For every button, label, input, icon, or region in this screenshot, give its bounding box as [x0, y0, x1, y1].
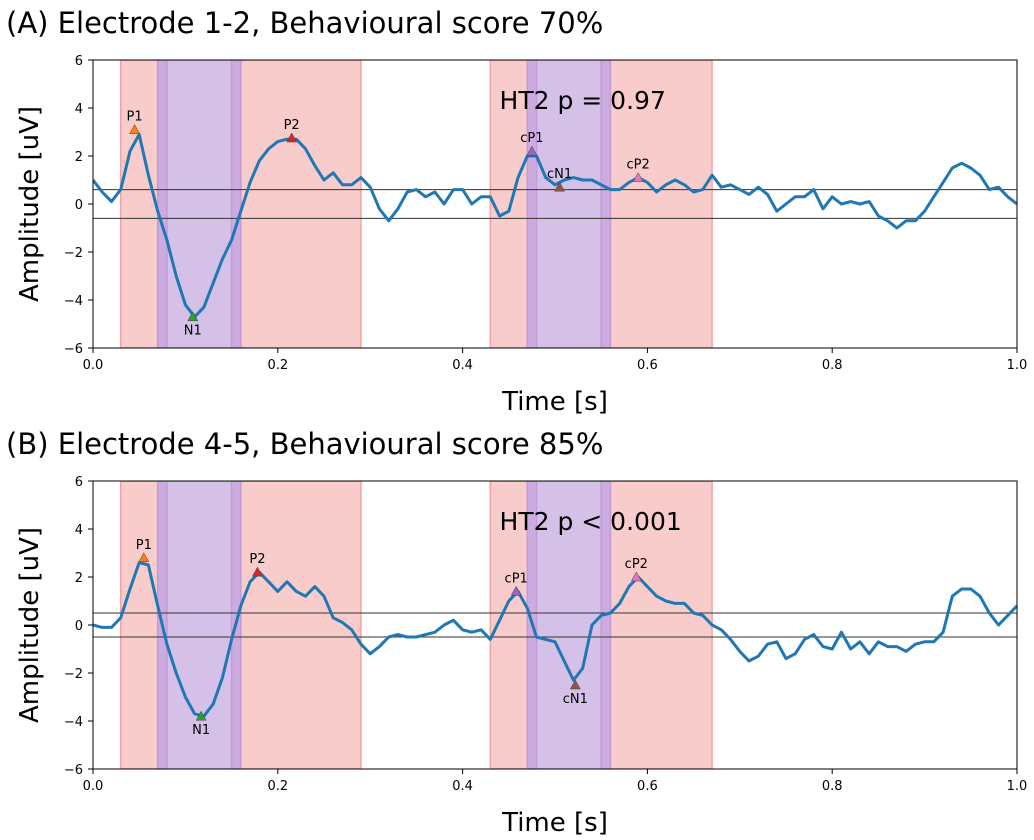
peak-label: P2	[284, 118, 300, 133]
peak-marker	[187, 311, 199, 322]
y-tick-label: 6	[75, 54, 83, 69]
peak-label: cP1	[520, 131, 543, 146]
signal-line	[93, 561, 1017, 718]
peak-marker	[632, 172, 644, 182]
peak-label: cN1	[547, 167, 572, 182]
y-tick-label: 2	[75, 571, 83, 586]
peak-marker	[510, 585, 522, 596]
x-tick-label: 1.0	[1007, 779, 1028, 794]
chart-title: (A) Electrode 1-2, Behavioural score 70%	[6, 6, 603, 40]
x-tick-label: 0.8	[822, 779, 843, 794]
chart-title: (B) Electrode 4-5, Behavioural score 85%	[6, 427, 603, 461]
y-tick-label: −4	[64, 294, 83, 309]
y-tick-label: −6	[64, 763, 83, 778]
peak-marker	[138, 552, 150, 563]
x-tick-label: 1.0	[1007, 358, 1028, 373]
x-tick-label: 0.0	[83, 358, 104, 373]
peak-marker	[526, 145, 538, 156]
y-axis-label: Amplitude [uV]	[15, 527, 45, 723]
y-axis-label: Amplitude [uV]	[15, 106, 45, 302]
peak-marker	[569, 679, 581, 690]
peak-label: N1	[192, 723, 210, 738]
x-tick-label: 0.6	[637, 358, 658, 373]
y-tick-label: 6	[75, 475, 83, 490]
peak-label: cP2	[625, 557, 648, 572]
x-tick-label: 0.0	[83, 779, 104, 794]
x-tick-label: 0.2	[267, 779, 288, 794]
span	[156, 60, 168, 348]
x-tick-label: 0.4	[452, 358, 473, 373]
peak-label: cP2	[627, 158, 650, 173]
peak-marker	[195, 710, 207, 721]
x-tick-label: 0.2	[267, 358, 288, 373]
y-tick-label: 0	[75, 198, 83, 213]
peak-label: cN1	[563, 692, 588, 707]
x-axis-label: Time [s]	[501, 387, 608, 417]
peak-marker	[129, 124, 141, 134]
plot-area	[93, 60, 1017, 348]
annotation: HT2 p < 0.001	[500, 507, 682, 536]
y-tick-label: −2	[64, 246, 83, 261]
peak-marker	[554, 181, 566, 192]
peak-marker	[286, 132, 298, 143]
y-tick-label: 2	[75, 150, 83, 165]
panel: (A) Electrode 1-2, Behavioural score 70%…	[6, 6, 1027, 417]
peak-label: cP1	[505, 571, 528, 586]
span	[230, 60, 242, 348]
signal-line	[93, 132, 1017, 319]
span	[600, 60, 612, 348]
span	[156, 60, 242, 348]
y-tick-label: 0	[75, 619, 83, 634]
peak-label: P1	[127, 110, 143, 125]
annotation: HT2 p = 0.97	[500, 86, 666, 115]
y-tick-label: −4	[64, 715, 83, 730]
y-tick-label: 4	[75, 523, 83, 538]
panel: (B) Electrode 4-5, Behavioural score 85%…	[6, 427, 1027, 838]
span	[526, 60, 538, 348]
peak-label: P2	[249, 552, 265, 567]
x-tick-label: 0.4	[452, 779, 473, 794]
x-tick-label: 0.6	[637, 779, 658, 794]
span	[600, 481, 612, 769]
plot-area	[93, 481, 1017, 769]
span	[156, 481, 242, 769]
peak-marker	[252, 566, 263, 577]
peak-label: N1	[184, 324, 202, 339]
peak-marker	[630, 571, 642, 582]
x-axis-label: Time [s]	[501, 808, 608, 838]
y-tick-label: −2	[64, 667, 83, 682]
y-tick-label: 4	[75, 102, 83, 117]
peak-label: P1	[136, 538, 152, 553]
x-tick-label: 0.8	[822, 358, 843, 373]
y-tick-label: −6	[64, 342, 83, 357]
